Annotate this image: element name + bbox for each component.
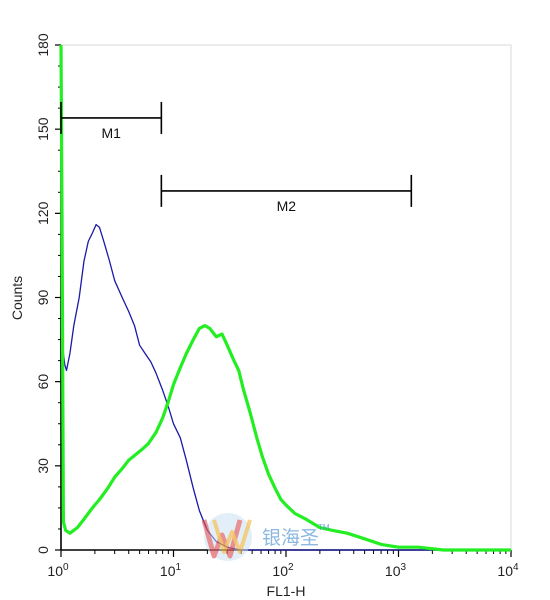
- gate-label: M1: [101, 125, 121, 141]
- y-tick-label: 180: [35, 33, 51, 57]
- watermark-logo: 银海圣 TM: [201, 513, 330, 561]
- x-axis-title: FL1-H: [267, 583, 306, 599]
- gates-layer: M1 M2: [60, 101, 413, 214]
- gate-label: M2: [277, 198, 297, 214]
- series-line-2: [59, 44, 511, 552]
- series-line-1: [60, 44, 511, 551]
- watermark-text: 银海圣: [262, 527, 319, 549]
- x-tick-label: 102: [272, 562, 294, 579]
- x-tick-label: 100: [47, 562, 69, 579]
- watermark-tm: TM: [318, 523, 330, 532]
- y-tick-label: 120: [35, 201, 51, 225]
- x-tick-label: 103: [385, 562, 407, 579]
- x-tick-label: 104: [497, 562, 519, 579]
- watermark-logo-mark-2: [212, 519, 252, 554]
- y-tick-label: 30: [35, 458, 51, 474]
- y-tick-label: 90: [35, 290, 51, 306]
- y-tick-label: 60: [35, 374, 51, 390]
- y-tick-label: 0: [35, 546, 51, 554]
- y-tick-label: 150: [35, 117, 51, 141]
- axes: 0 30 60 90 120 150 180 100 101 102 103 104: [35, 33, 519, 579]
- watermark-logo-mark: [201, 519, 243, 559]
- series-layer: [59, 44, 511, 552]
- plot-frame: [60, 44, 512, 551]
- x-tick-label: 101: [160, 562, 182, 579]
- y-axis-title: Counts: [9, 276, 25, 320]
